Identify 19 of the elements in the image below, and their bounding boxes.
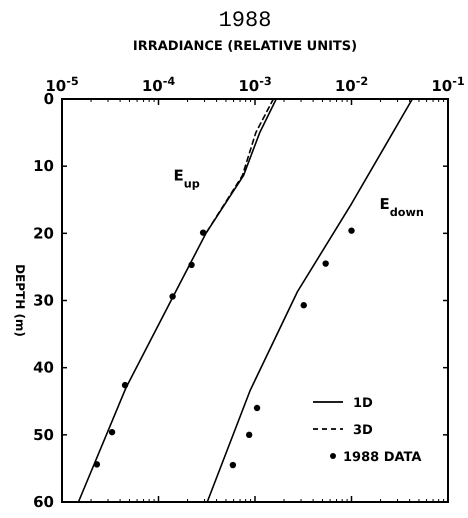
legend-label: 1988 DATA bbox=[343, 450, 422, 465]
x-axis-title: IRRADIANCE (RELATIVE UNITS) bbox=[132, 39, 358, 54]
annotation: E$_{down}$ bbox=[380, 194, 424, 218]
y-tick-label: 30 bbox=[33, 292, 54, 310]
annotation: E$_{up}$ bbox=[174, 166, 200, 190]
y-tick-label: 50 bbox=[33, 426, 54, 444]
x-tick-label: 10$^{-2}$ bbox=[334, 74, 368, 95]
y-tick-label: 40 bbox=[33, 358, 54, 377]
x-tick-label: 10$^{-1}$ bbox=[431, 74, 465, 95]
y-tick-label: 60 bbox=[33, 493, 54, 511]
legend-label: 3D bbox=[353, 423, 374, 438]
y-tick-label: 10 bbox=[33, 157, 54, 176]
x-tick-label: 10$^{-3}$ bbox=[238, 74, 272, 95]
y-axis-title: DEPTH (m) bbox=[13, 264, 27, 337]
y-tick-label: 0 bbox=[44, 90, 54, 108]
legend-label: 1D bbox=[353, 396, 374, 411]
chart-title: 1988 bbox=[218, 8, 272, 33]
x-tick-label: 10$^{-4}$ bbox=[142, 74, 176, 95]
y-tick-label: 20 bbox=[33, 224, 54, 242]
